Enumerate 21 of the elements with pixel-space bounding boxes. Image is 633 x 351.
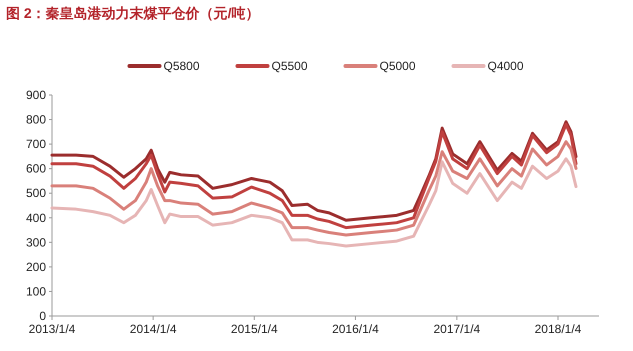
y-tick-label: 500 bbox=[26, 186, 46, 200]
x-tick-label: 2018/1/4 bbox=[534, 322, 582, 336]
x-tick-label: 2016/1/4 bbox=[332, 322, 380, 336]
legend-label: Q4000 bbox=[488, 59, 524, 73]
y-tick-label: 400 bbox=[26, 210, 46, 225]
y-tick-label: 800 bbox=[26, 112, 46, 127]
y-tick-label: 600 bbox=[26, 162, 46, 176]
x-tick-label: 2015/1/4 bbox=[230, 322, 278, 336]
y-tick-label: 900 bbox=[26, 88, 46, 102]
legend-label: Q5800 bbox=[164, 59, 200, 73]
x-tick-label: 2017/1/4 bbox=[433, 322, 481, 336]
x-tick-label: 2013/1/4 bbox=[28, 322, 76, 336]
y-tick-label: 100 bbox=[26, 284, 46, 298]
legend-label: Q5500 bbox=[272, 59, 308, 73]
title: 图 2：秦皇岛港动力末煤平仓价（元/吨） bbox=[6, 5, 260, 21]
y-tick-label: 200 bbox=[26, 260, 46, 274]
legend-label: Q5000 bbox=[380, 59, 416, 73]
y-tick-label: 0 bbox=[39, 309, 46, 323]
y-tick-label: 300 bbox=[26, 235, 46, 250]
y-tick-label: 700 bbox=[26, 137, 46, 152]
x-tick-label: 2014/1/4 bbox=[130, 322, 177, 336]
